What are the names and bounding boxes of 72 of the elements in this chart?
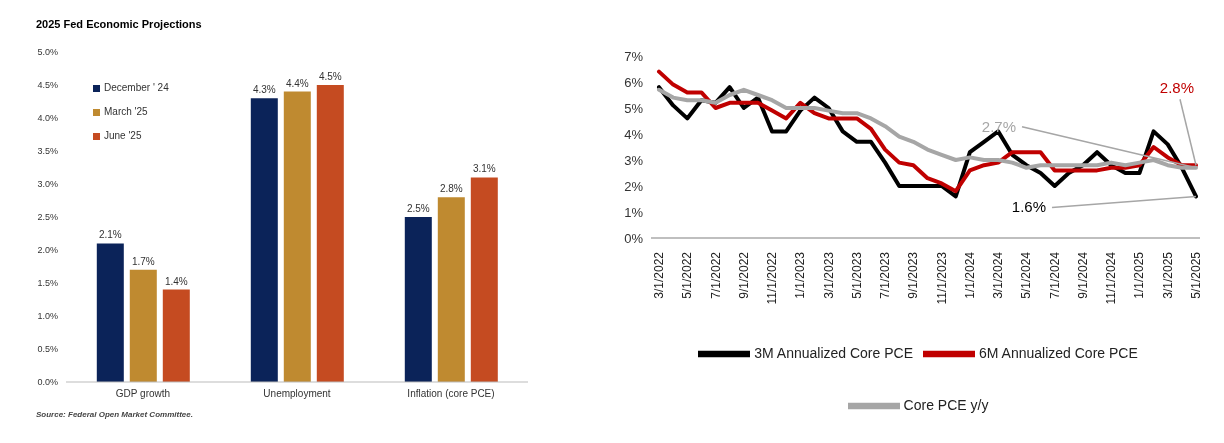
y-tick-label: 2.0%	[37, 245, 58, 256]
data-label: 1.7%	[131, 255, 155, 267]
data-label: 4.4%	[285, 77, 309, 89]
bar	[404, 217, 432, 382]
y-tick-label: 1.5%	[37, 278, 58, 289]
y-tick-label: 4.5%	[37, 80, 58, 91]
legend-label: March '25	[104, 106, 148, 117]
y-tick-label: 0.0%	[37, 377, 58, 388]
y-tick-label: 0%	[624, 230, 644, 246]
y-tick-label: 4%	[624, 126, 644, 142]
y-tick-label: 3%	[624, 152, 644, 168]
x-tick-label: 1/1/2024	[962, 251, 977, 299]
bar	[470, 177, 498, 382]
annotation: 1.6%	[1011, 198, 1046, 216]
source-note: Source: Federal Open Market Committee.	[35, 410, 194, 419]
legend-label: 6M Annualized Core PCE	[979, 344, 1138, 361]
x-tick-label: 11/1/2022	[765, 251, 780, 305]
legend-label: June '25	[104, 130, 142, 141]
data-label: 1.4%	[164, 275, 188, 287]
x-tick-label: 7/1/2023	[878, 251, 893, 299]
bar	[283, 91, 311, 382]
y-tick-label: 0.5%	[37, 344, 58, 355]
x-tick-label: 5/1/2024	[1019, 251, 1034, 299]
data-label: 3.1%	[472, 163, 496, 175]
y-tick-label: 5%	[624, 100, 644, 116]
x-tick-label: 3/1/2023	[821, 251, 836, 299]
data-label: 2.8%	[439, 183, 463, 195]
y-tick-label: 1.0%	[37, 311, 58, 322]
x-tick-label: 9/1/2024	[1075, 251, 1090, 299]
data-label: 2.1%	[98, 229, 122, 241]
x-tick-label: 3/1/2024	[991, 251, 1006, 299]
bar	[316, 85, 344, 382]
chart-title: 2025 Fed Economic Projections	[35, 17, 203, 32]
x-tick-label: 11/1/2024	[1104, 251, 1119, 305]
legend-label: Core PCE y/y	[903, 396, 989, 413]
x-tick-label: GDP growth	[115, 388, 171, 400]
data-label: 2.5%	[406, 203, 430, 214]
y-tick-label: 3.0%	[37, 179, 58, 190]
bar	[96, 243, 124, 382]
data-label: 4.3%	[252, 84, 276, 96]
y-tick-label: 5.0%	[37, 47, 58, 58]
x-tick-label: 3/1/2022	[652, 251, 666, 299]
bar	[162, 289, 190, 382]
bar	[250, 98, 278, 382]
x-tick-label: 3/1/2025	[1160, 251, 1175, 299]
x-tick-label: 5/1/2023	[849, 251, 864, 299]
x-tick-label: 1/1/2023	[793, 251, 808, 299]
bar	[129, 269, 157, 382]
x-tick-label: Unemployment	[263, 388, 331, 400]
annotation: 2.8%	[1159, 79, 1194, 97]
data-label: 4.5%	[318, 71, 342, 82]
x-tick-label: Inflation (core PCE)	[407, 388, 495, 400]
y-tick-label: 4.0%	[37, 113, 58, 124]
x-tick-label: 5/1/2022	[680, 251, 695, 299]
y-tick-label: 1%	[624, 204, 644, 220]
y-tick-label: 2.5%	[37, 212, 58, 223]
y-tick-label: 7%	[624, 48, 644, 64]
x-tick-label: 11/1/2023	[934, 251, 949, 305]
y-tick-label: 3.5%	[37, 146, 58, 157]
legend-label: December ' 24	[104, 82, 169, 93]
y-tick-label: 6%	[624, 74, 644, 90]
x-tick-label: 7/1/2022	[708, 251, 723, 299]
bar	[437, 197, 465, 382]
y-tick-label: 2%	[624, 178, 644, 194]
x-tick-label: 1/1/2025	[1132, 251, 1147, 299]
x-tick-label: 9/1/2022	[736, 251, 751, 299]
x-tick-label: 5/1/2025	[1189, 251, 1203, 299]
line-series	[657, 69, 1198, 194]
x-tick-label: 9/1/2023	[906, 251, 921, 299]
x-tick-label: 7/1/2024	[1047, 251, 1062, 299]
legend-label: 3M Annualized Core PCE	[754, 344, 913, 361]
annotation: 2.7%	[981, 117, 1016, 135]
